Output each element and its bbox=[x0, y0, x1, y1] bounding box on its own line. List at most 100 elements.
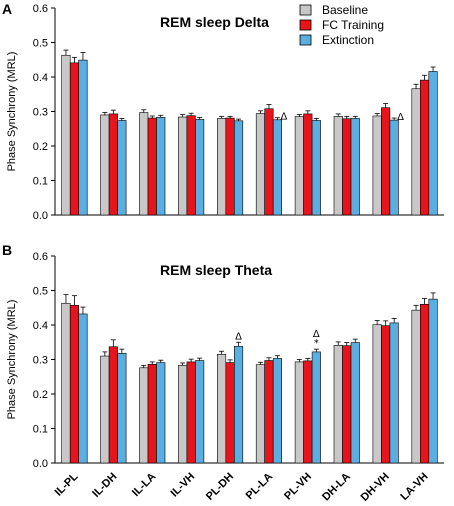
panel-b-bar-dh-la-fc-training bbox=[342, 345, 352, 464]
legend-label-extinction: Extinction bbox=[322, 33, 374, 47]
panel-a-bar-pl-vh-fc-training bbox=[303, 113, 313, 216]
panel-b-bar-pl-dh-fc-training bbox=[225, 362, 235, 464]
panel-a-bar-il-la-baseline bbox=[139, 112, 149, 216]
panel-a-bar-pl-vh-baseline bbox=[294, 116, 304, 216]
panel-b-bar-dh-vh-baseline bbox=[372, 324, 382, 464]
panel-a-bar-la-vh-fc-training bbox=[419, 79, 430, 216]
panel-a-bar-il-dh-baseline bbox=[100, 114, 110, 216]
panel-b-bar-dh-la-extinction bbox=[350, 342, 360, 464]
panel-b-bar-pl-vh-extinction bbox=[311, 351, 321, 464]
panel-a-annotation: Δ bbox=[397, 112, 404, 123]
panel-a-title: REM sleep Delta bbox=[160, 14, 269, 30]
panel-b-bar-il-dh-extinction bbox=[117, 352, 127, 464]
panel-b-bar-la-vh-baseline bbox=[411, 309, 421, 464]
panel-b-x-tick-label: IL-PL bbox=[53, 470, 81, 498]
panel-a-bar-il-vh-baseline bbox=[178, 116, 188, 216]
panel-b-y-tick-label: 0.4 bbox=[33, 320, 48, 332]
panel-b-x-tick-label: PL-VH bbox=[282, 471, 314, 503]
panel-b-x-tick-label: IL-VH bbox=[168, 471, 197, 500]
legend-swatch-fc-training bbox=[299, 19, 312, 31]
panel-b-bar-il-pl-baseline bbox=[61, 302, 71, 464]
panel-b-bar-pl-dh-extinction bbox=[234, 346, 244, 464]
panel-b-bar-il-pl-fc-training bbox=[69, 305, 79, 464]
panel-a-letter: A bbox=[2, 1, 12, 17]
panel-a-bar-il-la-extinction bbox=[156, 117, 166, 216]
panel-b-bar-pl-la-extinction bbox=[272, 358, 283, 464]
panel-a-bar-il-pl-baseline bbox=[61, 54, 71, 216]
panel-a-bar-pl-vh-extinction bbox=[311, 120, 321, 216]
panel-b-x-tick-label: PL-LA bbox=[244, 471, 275, 502]
panel-b-y-tick-label: 0.1 bbox=[33, 424, 48, 436]
panel-a-bar-la-vh-extinction bbox=[428, 71, 438, 216]
panel-a-bar-dh-vh-baseline bbox=[372, 115, 382, 216]
panel-b-y-tick-label: 0.2 bbox=[33, 389, 48, 401]
panel-a-bar-il-dh-extinction bbox=[117, 120, 127, 216]
panel-b-bar-la-vh-extinction bbox=[428, 298, 438, 464]
panel-a: A REM sleep Delta 0.0 0.1 0.2 0.3 0.4 0.5 0.6 P… bbox=[2, 1, 444, 222]
panel-a-y-tick-label: 0.2 bbox=[33, 141, 48, 153]
panel-a-bar-il-pl-fc-training bbox=[69, 62, 79, 216]
legend-swatch-baseline bbox=[299, 4, 312, 16]
panel-a-bar-dh-la-extinction bbox=[350, 118, 360, 216]
panel-b-x-tick-label: IL-LA bbox=[130, 471, 158, 499]
panel-b-annotation: Δ bbox=[235, 331, 242, 342]
panel-a-y-tick-label: 0.4 bbox=[33, 72, 48, 84]
panel-b-title: REM sleep Theta bbox=[160, 262, 272, 278]
panel-b-bar-il-dh-fc-training bbox=[108, 346, 118, 464]
panel-b-bar-il-la-fc-training bbox=[147, 364, 157, 464]
panel-b-x-tick-label: LA-VH bbox=[398, 471, 430, 503]
panel-b-annotation: * bbox=[314, 338, 319, 349]
panel-b-y-tick-label: 0.5 bbox=[33, 286, 48, 298]
panel-b-x-tick-label: DH-LA bbox=[320, 471, 353, 504]
panel-b-annotation: Δ bbox=[313, 329, 320, 340]
legend: Baseline FC Training Extinction bbox=[299, 3, 384, 47]
panel-b-bar-pl-vh-baseline bbox=[294, 361, 304, 464]
panel-a-bar-dh-vh-extinction bbox=[389, 119, 399, 216]
panel-b-bar-il-dh-baseline bbox=[100, 355, 110, 464]
panel-b-y-tick-label: 0.0 bbox=[33, 458, 48, 470]
panel-b: B REM sleep Theta 0.0 0.1 0.2 0.3 0.4 0.5 0.6 P… bbox=[2, 242, 444, 504]
panel-b-bar-il-la-baseline bbox=[139, 367, 149, 464]
panel-a-bar-il-vh-extinction bbox=[195, 119, 205, 216]
panel-a-bar-dh-vh-fc-training bbox=[381, 107, 391, 216]
panel-b-y-tick-label: 0.3 bbox=[33, 355, 48, 367]
panel-b-x-tick-label: IL-DH bbox=[90, 471, 119, 500]
panel-a-bar-il-la-fc-training bbox=[147, 117, 157, 216]
panel-a-bar-il-dh-fc-training bbox=[108, 113, 118, 216]
panel-b-letter: B bbox=[2, 242, 12, 258]
panel-b-bar-dh-la-baseline bbox=[333, 345, 343, 464]
panel-a-bar-il-pl-extinction bbox=[78, 59, 88, 216]
legend-label-baseline: Baseline bbox=[322, 3, 368, 17]
panel-b-bar-il-vh-baseline bbox=[178, 365, 188, 464]
panel-b-y-axis-title: Phase Synchrony (MRL) bbox=[6, 300, 18, 420]
panel-a-bar-pl-dh-baseline bbox=[217, 118, 227, 216]
panel-a-bar-la-vh-baseline bbox=[411, 88, 421, 216]
panel-b-x-tick-label: PL-DH bbox=[204, 471, 236, 503]
panel-a-y-tick-label: 0.6 bbox=[33, 3, 48, 15]
panel-a-bar-pl-la-fc-training bbox=[264, 108, 274, 216]
panel-a-bar-pl-la-baseline bbox=[255, 113, 266, 216]
panel-b-bar-dh-vh-fc-training bbox=[381, 325, 391, 464]
panel-b-bar-il-vh-fc-training bbox=[186, 361, 196, 464]
panel-b-bar-la-vh-fc-training bbox=[419, 303, 430, 464]
panel-b-bar-dh-vh-extinction bbox=[389, 322, 399, 464]
legend-label-fc-training: FC Training bbox=[322, 18, 384, 32]
panel-a-y-tick-label: 0.0 bbox=[33, 210, 48, 222]
panel-a-y-axis-title: Phase Synchrony (MRL) bbox=[6, 52, 18, 172]
panel-a-y-tick-label: 0.1 bbox=[33, 176, 48, 188]
panel-b-y-tick-label: 0.6 bbox=[33, 251, 48, 263]
panel-b-bar-pl-dh-baseline bbox=[217, 354, 227, 464]
panel-a-bar-pl-la-extinction bbox=[272, 119, 283, 216]
panel-a-bar-pl-dh-extinction bbox=[234, 120, 244, 216]
panel-a-bar-il-vh-fc-training bbox=[186, 115, 196, 216]
legend-swatch-extinction bbox=[299, 34, 312, 46]
panel-b-bar-il-pl-extinction bbox=[78, 313, 88, 464]
panel-a-y-tick-label: 0.3 bbox=[33, 107, 48, 119]
panel-b-bar-pl-la-fc-training bbox=[264, 360, 274, 464]
panel-a-annotation: Δ bbox=[280, 112, 287, 123]
panel-a-bar-dh-la-fc-training bbox=[342, 118, 352, 216]
panel-b-x-tick-label: DH-VH bbox=[359, 471, 392, 504]
panel-a-bar-dh-la-baseline bbox=[333, 116, 343, 216]
panel-b-bar-pl-vh-fc-training bbox=[303, 360, 313, 464]
